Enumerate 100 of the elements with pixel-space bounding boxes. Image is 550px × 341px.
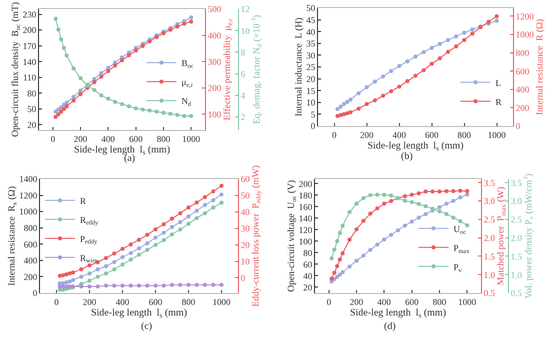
point	[54, 110, 58, 114]
point	[62, 106, 66, 111]
legend-label: L	[496, 78, 501, 88]
point	[430, 62, 434, 66]
x-tick-label: 400	[392, 130, 406, 140]
point	[494, 18, 499, 23]
point	[154, 227, 158, 232]
point	[62, 46, 66, 50]
x-tick-label: 0	[326, 296, 332, 307]
y2-tick-label: 800	[516, 48, 530, 58]
legend-label: R$_{wire}$	[80, 252, 98, 265]
point	[64, 53, 69, 58]
point	[120, 246, 124, 251]
y3-tick-label: 1.0	[510, 270, 523, 280]
y-tick-label: 10	[306, 98, 316, 108]
point	[170, 216, 174, 221]
point	[364, 85, 369, 90]
point	[88, 271, 92, 276]
point	[120, 284, 124, 288]
point	[220, 200, 224, 205]
point	[64, 104, 69, 108]
point	[444, 202, 448, 206]
point	[54, 16, 58, 21]
point	[154, 236, 158, 240]
point	[368, 193, 372, 198]
y-tick-label: 5	[310, 109, 316, 120]
legend-label: P$_{v}$	[454, 262, 463, 274]
point	[211, 189, 216, 194]
point	[361, 254, 366, 258]
point	[128, 258, 133, 262]
y-tick-label: 160	[298, 202, 313, 212]
point	[416, 216, 421, 220]
y2-tick-label: 1200	[516, 11, 534, 22]
point	[126, 104, 131, 108]
y3-tick-label: 0.5	[510, 288, 523, 298]
point	[372, 80, 377, 84]
point	[402, 194, 407, 198]
point	[128, 242, 133, 246]
y2-tick-label: 0	[240, 272, 246, 283]
y-tick-label: 140	[298, 213, 313, 224]
point	[64, 272, 68, 276]
point	[88, 284, 92, 288]
point	[170, 232, 174, 236]
point	[61, 284, 66, 288]
y2-tick-label: 400	[208, 30, 222, 40]
point	[356, 106, 361, 111]
point	[402, 224, 407, 228]
point	[182, 22, 186, 26]
point	[170, 282, 174, 287]
y2-tick-label: 50	[240, 190, 250, 201]
legend-label: P$_{eddy}$	[80, 234, 98, 246]
x-tick-label: 1000	[182, 134, 201, 144]
point	[458, 188, 462, 193]
y-tick-label: 600	[24, 239, 38, 250]
y-tick-label: 180	[298, 190, 313, 200]
point	[148, 108, 152, 113]
point	[424, 212, 428, 216]
y2-tick-label: 300	[208, 56, 222, 67]
point	[64, 284, 68, 288]
point	[154, 110, 159, 114]
point	[361, 196, 366, 200]
x-axis-title: Side-leg length l$_{s}$ (mm)	[350, 307, 446, 320]
point	[203, 195, 207, 200]
point	[446, 38, 450, 42]
y-tick-label: 25	[306, 62, 316, 72]
point	[137, 252, 141, 257]
point	[397, 84, 402, 89]
y-tick-label: 230	[22, 9, 37, 20]
legend-label: P$_{max}$	[454, 242, 470, 255]
y-tick-label: 40	[303, 270, 313, 281]
legend-label: B$_{oc}$	[182, 58, 194, 70]
point	[389, 199, 394, 204]
y2-tick-label: 500	[208, 4, 222, 14]
point	[430, 46, 434, 50]
point	[186, 205, 190, 210]
point	[338, 113, 343, 118]
y-tick-label: 60	[303, 259, 313, 270]
point	[203, 203, 207, 208]
point	[335, 274, 340, 279]
point	[381, 74, 385, 78]
y3-tick-label: 2.5	[510, 214, 523, 225]
point	[68, 280, 72, 284]
point	[336, 107, 340, 112]
point	[145, 232, 150, 237]
point	[458, 219, 462, 224]
point	[189, 15, 194, 20]
y-tick-label: 20	[306, 74, 316, 84]
point	[454, 44, 458, 48]
point	[194, 200, 199, 205]
point	[61, 273, 66, 278]
point	[375, 242, 380, 247]
x-tick-label: 1000	[488, 130, 506, 140]
y3-tick-label: 12	[240, 4, 250, 14]
x-tick-label: 1000	[212, 296, 231, 307]
x-tick-label: 400	[377, 296, 392, 307]
point	[194, 208, 199, 213]
point	[145, 241, 150, 246]
point	[72, 98, 76, 103]
point	[342, 112, 346, 116]
y2-tick-label: 0.5	[484, 288, 496, 298]
